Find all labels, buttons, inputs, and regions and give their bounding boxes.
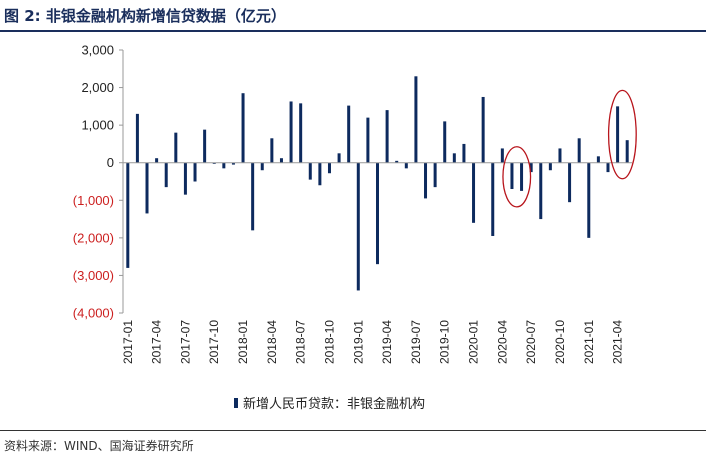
x-tick-label: 2017-01 <box>121 320 135 364</box>
x-tick-label: 2019-07 <box>409 320 423 364</box>
bar-2020-04 <box>500 148 504 163</box>
x-tick-label: 2018-01 <box>236 320 250 364</box>
bar-2021-03 <box>606 162 610 173</box>
bar-2018-11 <box>337 153 341 163</box>
legend-swatch <box>234 398 238 408</box>
y-tick-labels: 3,000 2,000 1,000 0 (1,000) (2,000) (3,000) (4,… <box>73 43 114 321</box>
bar-2019-05 <box>395 160 399 163</box>
y-tick-label: (2,000) <box>73 230 114 245</box>
legend: 新增人民币贷款：非银金融机构 <box>234 396 425 412</box>
bar-2019-04 <box>385 110 389 163</box>
bar-2017-11 <box>222 162 226 169</box>
x-tick-label: 2017-04 <box>150 320 164 364</box>
bar-2020-11 <box>568 162 572 203</box>
y-tick-label: 2,000 <box>81 80 114 95</box>
bar-2018-02 <box>251 162 255 231</box>
bar-2017-01 <box>126 162 130 268</box>
axes <box>119 49 632 314</box>
bar-2020-07 <box>529 162 533 173</box>
bar-2017-10 <box>212 162 216 164</box>
bar-2020-01 <box>472 162 476 223</box>
y-tick-label: 1,000 <box>81 118 114 133</box>
bar-2021-05 <box>625 140 629 163</box>
y-tick-label: (3,000) <box>73 268 114 283</box>
bar-2019-03 <box>376 162 379 265</box>
bar-2020-12 <box>577 138 581 163</box>
bar-2018-01 <box>241 93 245 163</box>
figure-title: 图 2: 非银金融机构新增信贷数据（亿元） <box>4 7 286 25</box>
y-tick-label: 3,000 <box>81 43 114 58</box>
bar-2021-02 <box>596 156 600 163</box>
bar-2020-05 <box>510 162 514 190</box>
y-tick-label: (4,000) <box>73 306 114 321</box>
bar-2020-08 <box>539 162 543 220</box>
highlight-ellipses <box>502 89 637 208</box>
x-tick-label: 2020-01 <box>467 320 481 364</box>
bar-2019-12 <box>462 143 466 163</box>
y-tick-label: (1,000) <box>73 193 114 208</box>
bar-2020-06 <box>520 162 524 191</box>
bar-2017-03 <box>145 162 149 214</box>
x-tick-label: 2020-10 <box>553 320 567 364</box>
bar-2019-11 <box>452 153 456 163</box>
x-tick-label: 2017-10 <box>207 320 221 364</box>
bar-2018-07 <box>299 103 303 163</box>
x-tick-label: 2018-04 <box>265 320 279 364</box>
bar-2017-09 <box>203 129 207 163</box>
highlight-ellipse-2 <box>607 89 637 180</box>
bar-2017-12 <box>231 162 235 165</box>
bar-2018-06 <box>289 101 293 163</box>
x-tick-labels: 2017-01 2017-04 2017-07 2017-10 2018-01 2018-… <box>121 320 625 364</box>
highlight-ellipse-1 <box>502 146 532 208</box>
x-tick-label: 2021-01 <box>582 320 596 364</box>
bar-2019-10 <box>443 121 447 163</box>
bar-2018-04 <box>270 138 274 163</box>
bar-2017-05 <box>164 162 168 188</box>
bar-2019-08 <box>424 162 428 199</box>
bar-2020-10 <box>558 148 562 163</box>
legend-label: 新增人民币贷款：非银金融机构 <box>243 396 425 412</box>
bar-2021-04 <box>616 106 620 163</box>
bar-2017-02 <box>135 113 139 163</box>
source-note: 资料来源：WIND、国海证券研究所 <box>4 439 194 453</box>
x-tick-label: 2019-01 <box>351 320 365 364</box>
bar-2018-10 <box>327 162 331 174</box>
bar-2018-08 <box>308 162 312 180</box>
x-tick-label: 2019-10 <box>438 320 452 364</box>
x-tick-label: 2018-10 <box>322 320 336 364</box>
y-tick-label: 0 <box>107 155 114 170</box>
bar-2020-09 <box>548 162 552 171</box>
bar-2020-02 <box>481 96 485 163</box>
x-tick-label: 2020-04 <box>495 320 509 364</box>
bar-2017-08 <box>193 162 197 182</box>
footer-rule <box>0 430 706 431</box>
bar-2018-12 <box>347 105 351 163</box>
bar-2019-01 <box>356 162 360 291</box>
bar-2021-01 <box>587 162 591 238</box>
bar-2019-02 <box>366 117 370 163</box>
bar-2019-07 <box>414 76 418 163</box>
bar-2017-06 <box>174 132 178 163</box>
x-tick-label: 2018-07 <box>294 320 308 364</box>
bar-2018-03 <box>260 162 264 171</box>
bar-2019-09 <box>433 162 437 188</box>
bar-2017-04 <box>155 158 159 163</box>
bar-2018-05 <box>279 158 283 163</box>
bar-series <box>126 76 629 291</box>
x-tick-label: 2019-04 <box>380 320 394 364</box>
x-tick-label: 2017-07 <box>178 320 192 364</box>
bar-2019-06 <box>404 162 408 169</box>
x-tick-label: 2020-07 <box>524 320 538 364</box>
bar-2017-07 <box>183 162 187 195</box>
figure-title-bar: 图 2: 非银金融机构新增信贷数据（亿元） <box>0 0 706 32</box>
bar-2018-09 <box>318 162 322 186</box>
x-tick-label: 2021-04 <box>611 320 625 364</box>
title-underline <box>0 30 706 32</box>
bar-2020-03 <box>491 162 495 236</box>
